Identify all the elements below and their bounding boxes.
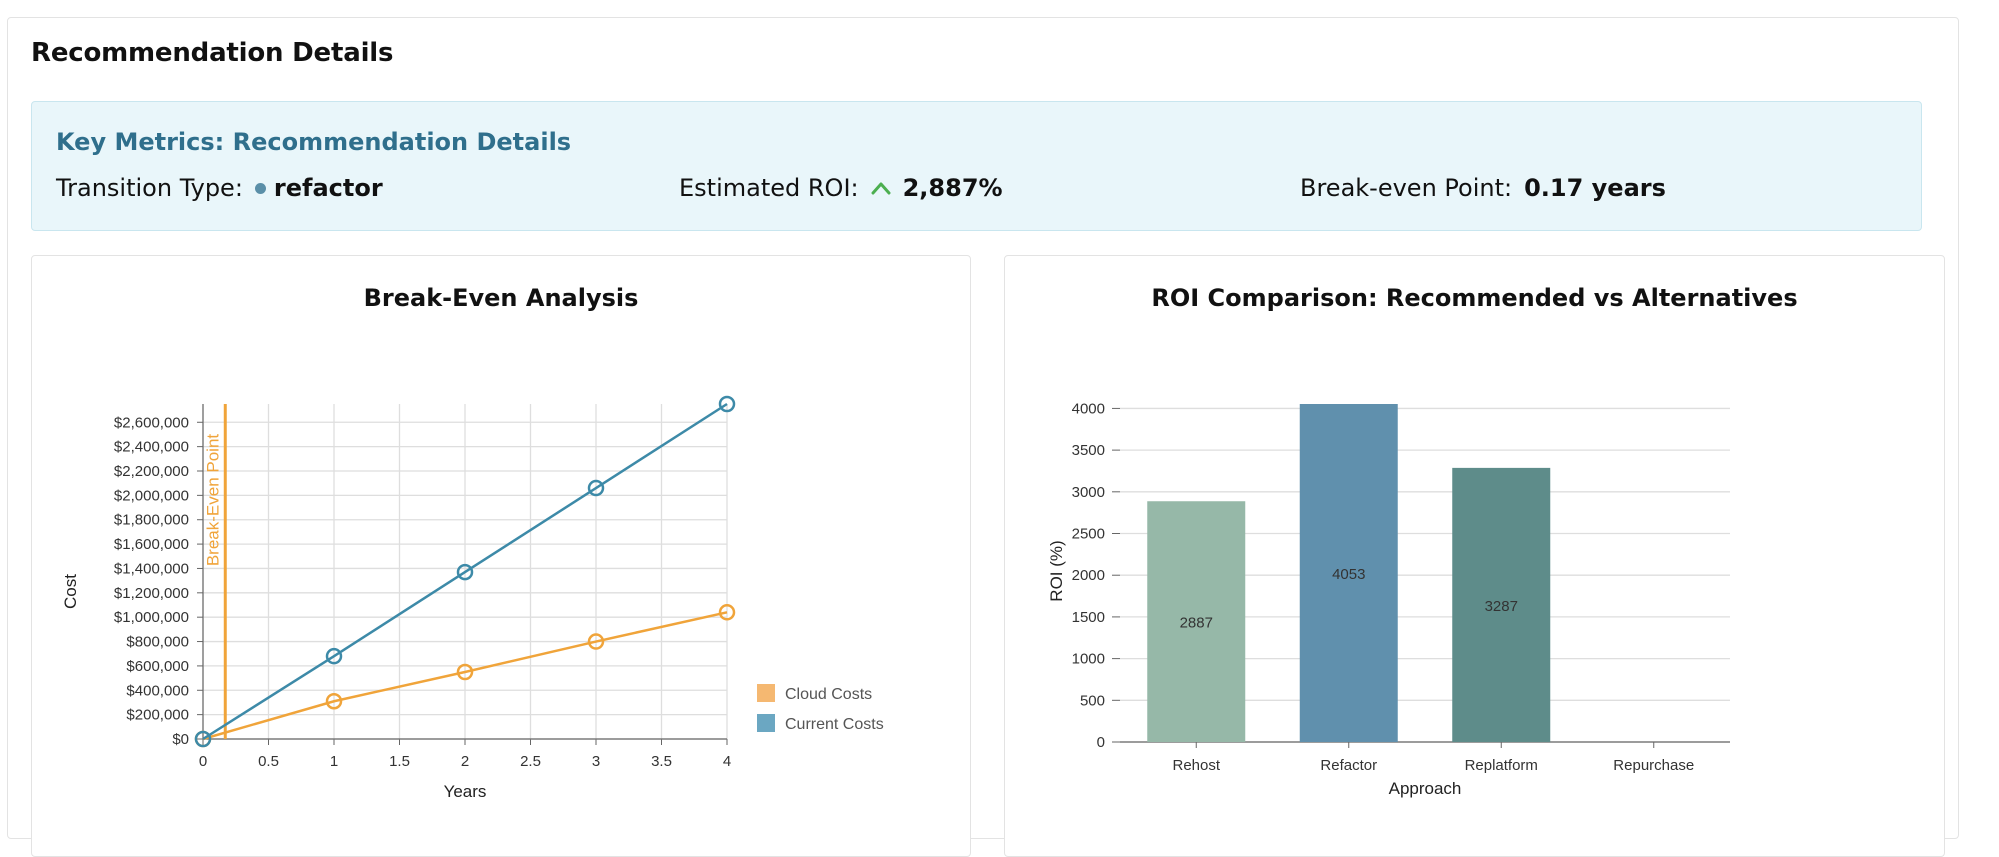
break-even-annotation-label: Break-Even Point: [203, 434, 222, 567]
bar-value-label: 3287: [1485, 598, 1518, 615]
x-tick-label: 2.5: [520, 753, 541, 770]
x-tick-label: 1: [330, 753, 338, 770]
y-axis-title: Cost: [61, 574, 80, 609]
legend-current-swatch: [757, 714, 775, 732]
x-axis-title: Approach: [1389, 779, 1462, 798]
y-tick-label: $1,000,000: [114, 609, 189, 626]
y-tick-label: $0: [172, 731, 189, 748]
y-tick-label: 500: [1080, 692, 1105, 709]
key-metrics-box: Key Metrics: Recommendation Details Tran…: [31, 101, 1922, 231]
y-tick-label: 2500: [1072, 526, 1105, 543]
current-costs-point: [325, 647, 343, 665]
y-tick-label: 4000: [1072, 400, 1105, 417]
bar-value-label: 4053: [1332, 566, 1365, 583]
cloud-costs-point: [325, 692, 343, 710]
key-metrics-title: Key Metrics: Recommendation Details: [56, 128, 572, 156]
x-tick-label: 1.5: [389, 753, 410, 770]
y-tick-label: $200,000: [126, 707, 189, 724]
current-costs-point: [456, 563, 474, 581]
bar-replatform: [1452, 467, 1551, 742]
legend-cloud-swatch: [757, 684, 775, 702]
y-tick-label: $1,800,000: [114, 512, 189, 529]
y-tick-label: 1500: [1072, 609, 1105, 626]
y-tick-label: 3000: [1072, 484, 1105, 501]
y-tick-label: 3500: [1072, 442, 1105, 459]
y-tick-label: $600,000: [126, 658, 189, 675]
y-tick-label: $2,000,000: [114, 487, 189, 504]
cloud-costs-point: [718, 604, 736, 621]
y-tick-label: $800,000: [126, 634, 189, 651]
break-even-metric: Break-even Point: 0.17 years: [1300, 174, 1666, 202]
x-tick-label: 4: [723, 753, 731, 770]
x-tick-label: 3.5: [651, 753, 672, 770]
transition-dot-icon: [254, 182, 266, 194]
transition-type-metric: Transition Type: refactor: [56, 174, 383, 202]
cloud-costs-line: [202, 611, 728, 741]
break-even-label: Break-even Point:: [1300, 174, 1513, 202]
chevron-up-icon: [871, 181, 891, 195]
current-costs-point: [587, 479, 605, 497]
x-tick-label: Refactor: [1320, 757, 1377, 774]
y-axis-title: ROI (%): [1047, 540, 1066, 601]
roi-chart-title: ROI Comparison: Recommended vs Alternati…: [1151, 284, 1798, 312]
y-tick-label: $1,600,000: [114, 536, 189, 553]
transition-type-label: Transition Type:: [56, 174, 243, 202]
x-axis-title: Years: [444, 782, 487, 801]
page-title: Recommendation Details: [31, 38, 394, 68]
current-costs-point: [718, 395, 736, 413]
y-tick-label: 0: [1097, 734, 1105, 751]
y-tick-label: $1,200,000: [114, 585, 189, 602]
transition-type-value: refactor: [273, 174, 383, 202]
current-costs-line: [202, 402, 728, 741]
roi-bar-chart: 0 500 1000 1500 2000 2500 3000 3500 4000 2887 Reho…: [1047, 400, 1730, 798]
break-even-value: 0.17 years: [1524, 174, 1666, 202]
bar-value-label: 2887: [1180, 615, 1213, 632]
estimated-roi-value: 2,887%: [902, 174, 1003, 202]
break-even-chart-title: Break-Even Analysis: [363, 284, 639, 312]
x-tick-label: 3: [592, 753, 600, 770]
y-tick-label: 1000: [1072, 651, 1105, 668]
x-tick-label: Replatform: [1465, 757, 1538, 774]
x-tick-label: 0.5: [258, 753, 279, 770]
current-costs-point: [194, 730, 212, 748]
break-even-line-chart: 0 0.5 1 1.5 2 2.5 3 3.5 4 $0 $200,000 $400,000 $600,…: [61, 395, 884, 801]
x-tick-label: Repurchase: [1613, 757, 1694, 774]
cloud-costs-point: [587, 633, 605, 650]
cloud-costs-point: [456, 663, 474, 681]
estimated-roi-metric: Estimated ROI: 2,887%: [679, 174, 1003, 202]
y-tick-label: 2000: [1072, 567, 1105, 584]
y-tick-label: $2,600,000: [114, 414, 189, 431]
bar-rehost: [1147, 501, 1246, 742]
y-tick-label: $2,400,000: [114, 439, 189, 456]
y-tick-label: $400,000: [126, 682, 189, 699]
legend-cloud-label: Cloud Costs: [785, 686, 872, 703]
bar-refactor: [1299, 404, 1398, 742]
y-tick-label: $1,400,000: [114, 560, 189, 577]
estimated-roi-label: Estimated ROI:: [679, 174, 859, 202]
legend-current-label: Current Costs: [785, 716, 884, 733]
x-tick-label: 2: [461, 753, 469, 770]
x-tick-label: 0: [199, 753, 207, 770]
y-tick-label: $2,200,000: [114, 463, 189, 480]
x-tick-label: Rehost: [1172, 757, 1220, 774]
